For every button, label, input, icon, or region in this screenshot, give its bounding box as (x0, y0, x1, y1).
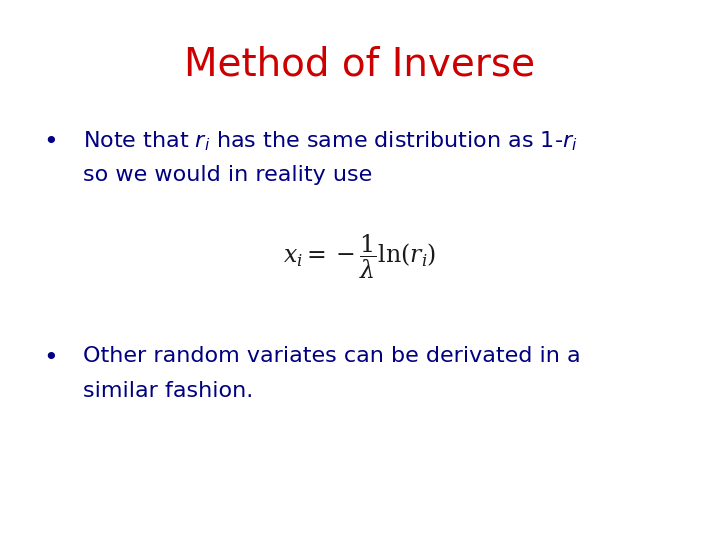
Text: similar fashion.: similar fashion. (83, 381, 253, 401)
Text: Other random variates can be derivated in a: Other random variates can be derivated i… (83, 346, 580, 366)
Text: •: • (43, 346, 58, 369)
Text: Method of Inverse: Method of Inverse (184, 46, 536, 84)
Text: •: • (43, 130, 58, 153)
Text: $x_i = -\dfrac{1}{\lambda}\ln(r_i)$: $x_i = -\dfrac{1}{\lambda}\ln(r_i)$ (284, 232, 436, 281)
Text: Note that $r_i$ has the same distribution as 1-$r_i$: Note that $r_i$ has the same distributio… (83, 130, 577, 153)
Text: so we would in reality use: so we would in reality use (83, 165, 372, 185)
